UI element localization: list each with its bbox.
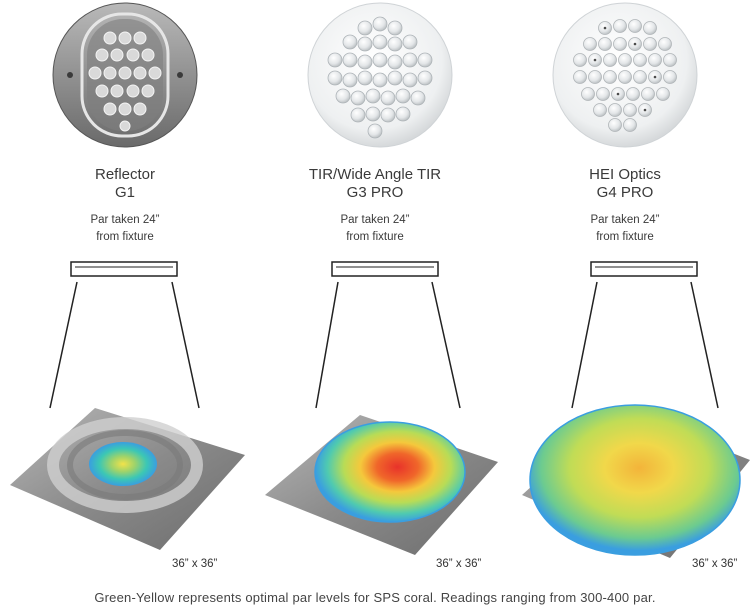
par-note-line-2: from fixture — [96, 231, 154, 243]
heat-spot — [529, 404, 741, 556]
beam-line-left — [571, 281, 598, 409]
par-map-reflector — [10, 408, 245, 550]
beam-line-right — [171, 281, 200, 409]
beam-line-right — [690, 281, 719, 409]
fixture-icon — [590, 261, 698, 277]
par-note-line-1: Par taken 24” — [340, 214, 410, 226]
fixture-icon — [70, 261, 178, 277]
optic-column-tir: TIR/Wide Angle TIR G3 PRO Par taken 24” … — [250, 0, 500, 590]
optic-model: G4 PRO — [596, 184, 654, 201]
reflector-optic-icon — [52, 2, 198, 148]
optic-name: TIR/Wide Angle TIR — [308, 166, 442, 183]
fixture-beam-diagram — [571, 261, 719, 409]
par-note-line-2: from fixture — [596, 231, 654, 243]
beam-line-right — [431, 281, 461, 409]
column-titles: Reflector G1 Par taken 24” from fixture — [0, 166, 250, 246]
heat-spot — [314, 421, 466, 523]
beam-line-left — [315, 281, 339, 409]
par-note-line-1: Par taken 24” — [90, 214, 160, 226]
hei-optic-icon — [552, 2, 698, 148]
column-titles: TIR/Wide Angle TIR G3 PRO Par taken 24” … — [250, 166, 500, 246]
par-map-tir — [265, 415, 498, 555]
par-note-line-2: from fixture — [346, 231, 404, 243]
optic-model: G3 PRO — [346, 184, 404, 201]
optic-model: G1 — [114, 184, 135, 201]
fixture-beam-diagram — [315, 261, 461, 409]
fixture-icon — [331, 261, 439, 277]
optic-column-hei: HEI Optics G4 PRO Par taken 24” from fix… — [500, 0, 750, 590]
optic-name: HEI Optics — [589, 166, 661, 183]
tir-optic-icon — [307, 2, 453, 148]
area-dimension: 36” x 36” — [172, 558, 218, 570]
fixture-beam-diagram — [49, 261, 200, 409]
heat-spot — [89, 442, 157, 486]
par-map-hei — [522, 404, 750, 558]
area-dimension: 36” x 36” — [436, 558, 482, 570]
legend-footnote: Green-Yellow represents optimal par leve… — [94, 590, 656, 605]
area-dimension: 36” x 36” — [692, 558, 738, 570]
optic-column-reflector: Reflector G1 Par taken 24” from fixture … — [0, 0, 250, 590]
column-titles: HEI Optics G4 PRO Par taken 24” from fix… — [500, 166, 750, 246]
optic-name: Reflector — [94, 166, 156, 183]
par-note-line-1: Par taken 24” — [590, 214, 660, 226]
beam-line-left — [49, 281, 78, 409]
